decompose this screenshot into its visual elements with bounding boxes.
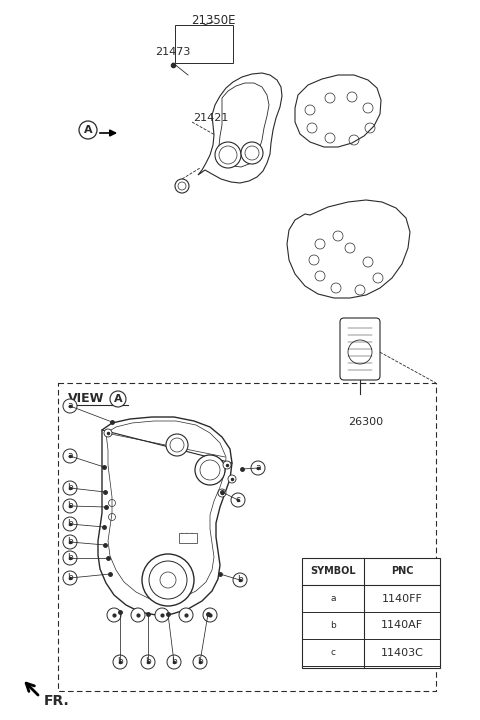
- Bar: [302, 558, 440, 668]
- Circle shape: [326, 646, 339, 659]
- Bar: [179, 533, 197, 543]
- Text: 11403C: 11403C: [381, 647, 423, 657]
- Polygon shape: [98, 417, 232, 615]
- Bar: [58, 383, 436, 691]
- Circle shape: [175, 179, 189, 193]
- Circle shape: [155, 608, 169, 622]
- Text: c: c: [236, 495, 240, 505]
- Text: b: b: [67, 520, 73, 528]
- Text: 26300: 26300: [348, 417, 383, 427]
- Polygon shape: [287, 200, 410, 298]
- Circle shape: [63, 449, 77, 463]
- Circle shape: [142, 554, 194, 606]
- Circle shape: [131, 608, 145, 622]
- Text: SYMBOL: SYMBOL: [310, 567, 356, 577]
- Text: VIEW: VIEW: [68, 392, 104, 405]
- Circle shape: [251, 461, 265, 475]
- Circle shape: [231, 493, 245, 507]
- Circle shape: [326, 592, 339, 605]
- Circle shape: [233, 573, 247, 587]
- Circle shape: [179, 608, 193, 622]
- Text: 21473: 21473: [155, 47, 191, 57]
- Circle shape: [241, 142, 263, 164]
- Circle shape: [63, 571, 77, 585]
- Text: a: a: [330, 594, 336, 603]
- Circle shape: [104, 429, 112, 437]
- Circle shape: [203, 608, 217, 622]
- Text: b: b: [171, 657, 177, 667]
- Circle shape: [63, 551, 77, 565]
- Circle shape: [167, 655, 181, 669]
- Circle shape: [63, 535, 77, 549]
- Text: 1140FF: 1140FF: [382, 593, 422, 603]
- Circle shape: [63, 517, 77, 531]
- Text: PNC: PNC: [391, 567, 413, 577]
- Circle shape: [63, 481, 77, 495]
- Circle shape: [215, 142, 241, 168]
- Bar: [175, 25, 233, 63]
- Text: b: b: [237, 575, 243, 585]
- Text: a: a: [67, 402, 73, 410]
- Polygon shape: [295, 75, 381, 147]
- Text: c: c: [331, 648, 336, 657]
- Text: b: b: [145, 657, 151, 667]
- Circle shape: [63, 499, 77, 513]
- Text: 1140AF: 1140AF: [381, 621, 423, 631]
- Text: FR.: FR.: [44, 694, 70, 708]
- Text: b: b: [67, 554, 73, 562]
- Circle shape: [326, 619, 339, 632]
- Circle shape: [113, 655, 127, 669]
- Text: b: b: [67, 538, 73, 546]
- Circle shape: [110, 391, 126, 407]
- Circle shape: [193, 655, 207, 669]
- Text: A: A: [84, 125, 92, 135]
- Circle shape: [228, 475, 236, 483]
- Circle shape: [141, 655, 155, 669]
- Text: 21421: 21421: [193, 113, 228, 123]
- Circle shape: [63, 399, 77, 413]
- Text: b: b: [117, 657, 123, 667]
- Text: b: b: [197, 657, 203, 667]
- FancyBboxPatch shape: [340, 318, 380, 380]
- Circle shape: [79, 121, 97, 139]
- Circle shape: [223, 461, 231, 469]
- Circle shape: [107, 608, 121, 622]
- Text: b: b: [330, 621, 336, 630]
- Circle shape: [218, 489, 226, 497]
- Text: A: A: [114, 394, 122, 404]
- Text: b: b: [67, 484, 73, 492]
- Text: a: a: [255, 464, 261, 472]
- Text: b: b: [67, 502, 73, 510]
- Text: a: a: [67, 451, 73, 461]
- Circle shape: [195, 455, 225, 485]
- Text: 21350E: 21350E: [191, 14, 235, 27]
- Circle shape: [166, 434, 188, 456]
- Polygon shape: [198, 73, 282, 183]
- Text: b: b: [67, 574, 73, 582]
